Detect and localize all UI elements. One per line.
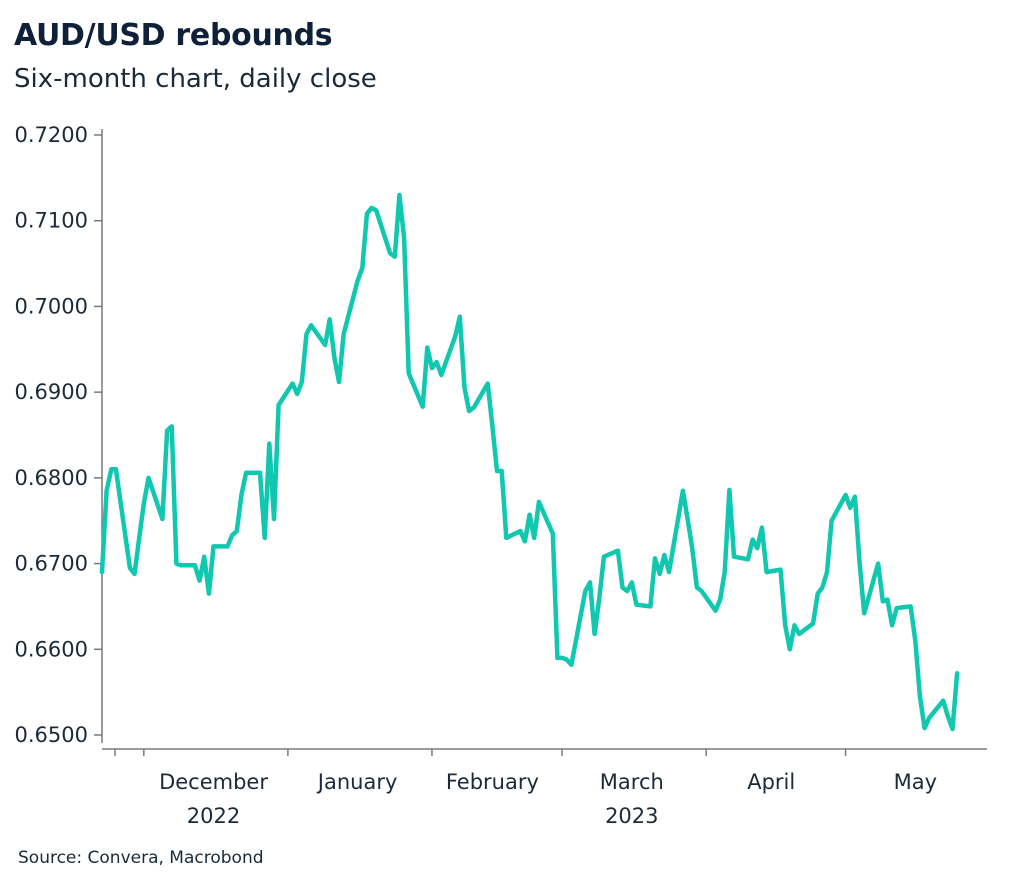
chart-title: AUD/USD rebounds: [14, 18, 333, 53]
x-year-label: 2022: [187, 804, 240, 828]
x-month-label: March: [600, 770, 664, 794]
y-tick-label: 0.7100: [15, 209, 88, 233]
x-month-label: April: [747, 770, 795, 794]
y-axis: 0.6500 0.6600 0.6700 0.6800 0.6900 0.7000 0.71…: [15, 123, 103, 747]
x-axis: December January February March April May 2022…: [102, 748, 987, 828]
y-tick-label: 0.7200: [15, 123, 88, 147]
series-line: [99, 192, 960, 732]
y-tick-label: 0.6800: [15, 466, 88, 490]
y-tick-label: 0.6500: [15, 723, 88, 747]
plot-area: [99, 192, 960, 732]
x-month-label: December: [159, 770, 268, 794]
source-note: Source: Convera, Macrobond: [18, 848, 264, 868]
y-tick-label: 0.6600: [15, 637, 88, 661]
x-year-label: 2023: [605, 804, 658, 828]
x-month-label: May: [894, 770, 937, 794]
chart-subtitle: Six-month chart, daily close: [14, 64, 377, 94]
x-month-label: February: [446, 770, 539, 794]
y-tick-label: 0.6700: [15, 552, 88, 576]
y-tick-label: 0.7000: [15, 294, 88, 318]
x-month-label: January: [316, 770, 398, 794]
y-tick-label: 0.6900: [15, 380, 88, 404]
